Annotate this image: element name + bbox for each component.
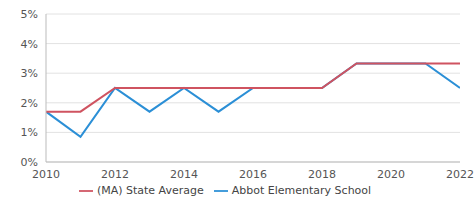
svg-text:4%: 4% — [21, 38, 38, 51]
svg-text:2014: 2014 — [170, 168, 198, 181]
svg-text:2%: 2% — [21, 97, 38, 110]
svg-text:5%: 5% — [21, 8, 38, 21]
svg-text:3%: 3% — [21, 67, 38, 80]
html-text:Abbot Elementary School: Abbot Elementary School — [231, 184, 372, 197]
html-text:(MA) State Average: (MA) State Average — [96, 184, 204, 197]
svg-text:1%: 1% — [21, 126, 38, 139]
svg-text:2020: 2020 — [377, 168, 405, 181]
svg-text:2018: 2018 — [308, 168, 336, 181]
svg-text:0%: 0% — [21, 156, 38, 169]
svg-text:2016: 2016 — [239, 168, 267, 181]
svg-text:2012: 2012 — [101, 168, 129, 181]
svg-text:2010: 2010 — [32, 168, 60, 181]
svg-text:2022: 2022 — [446, 168, 466, 181]
